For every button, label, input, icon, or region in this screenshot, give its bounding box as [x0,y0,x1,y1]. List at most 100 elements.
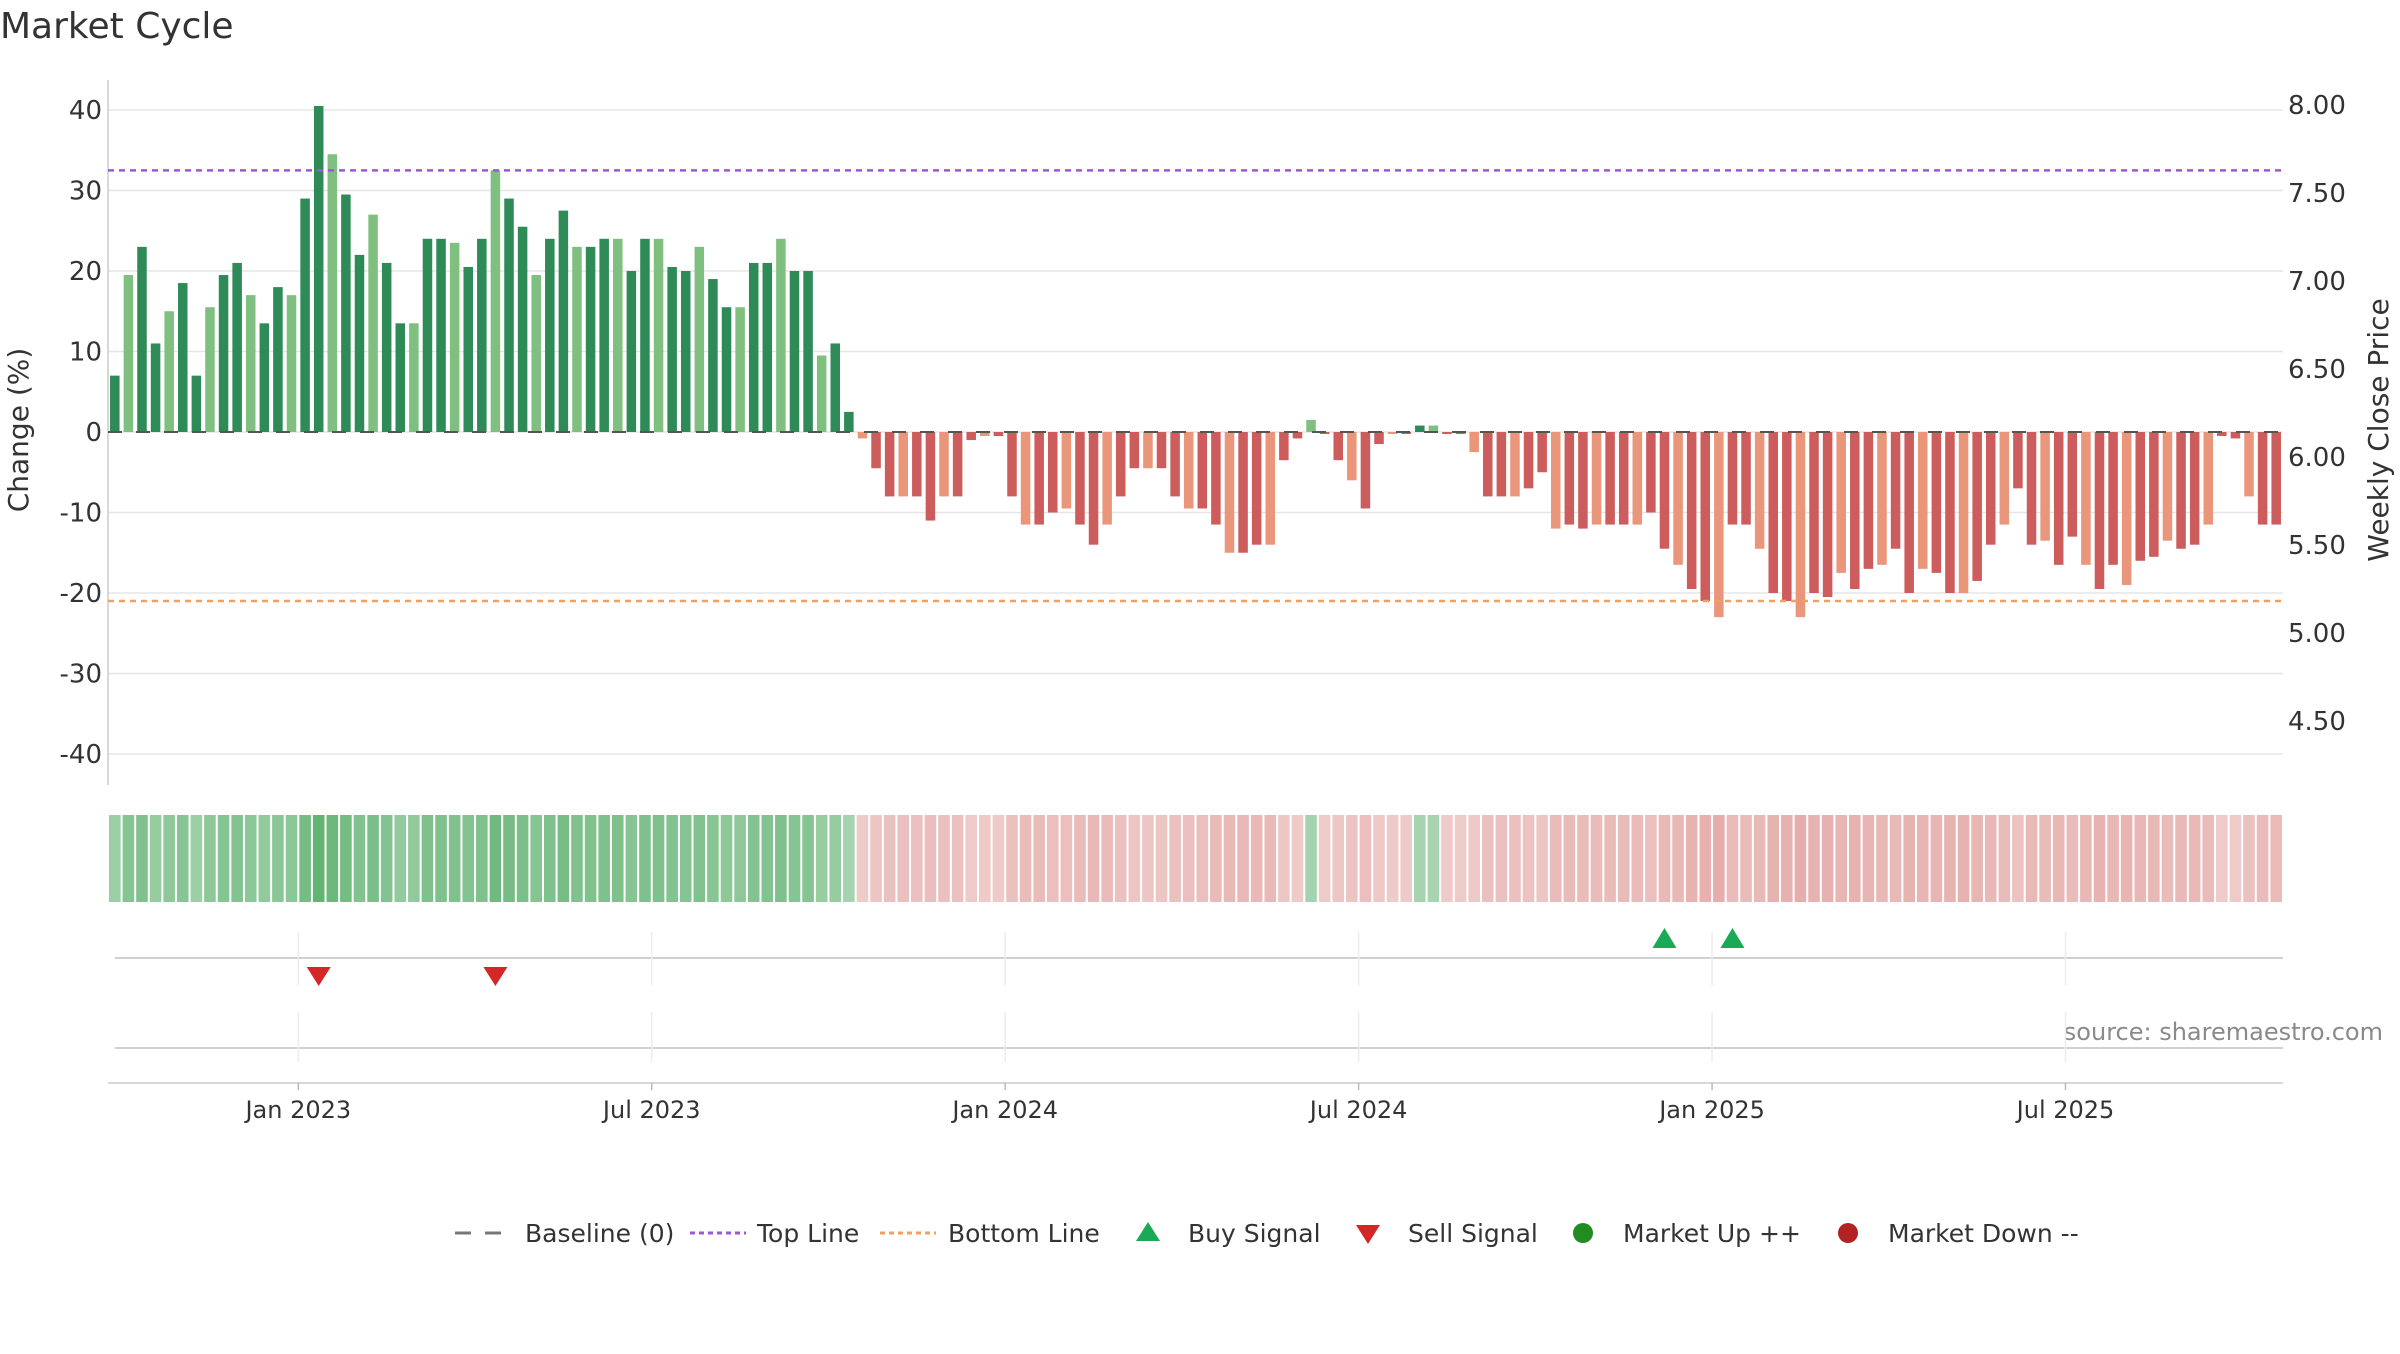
change-bar [1659,432,1670,549]
change-bar [871,432,881,469]
signal-panel [108,928,2283,1084]
change-bar [1306,419,1316,432]
change-bar [1863,432,1874,569]
x-tick-label: Jul 2025 [2015,1096,2115,1124]
change-bar [1931,432,1942,573]
change-bar [2244,432,2254,497]
heat-cell [1631,815,1644,902]
heat-cell [2107,815,2119,902]
heat-cell [788,815,801,902]
heat-cell [1903,815,1915,902]
heat-cell [720,815,733,902]
legend-baseline-label: Baseline (0) [525,1219,674,1248]
heat-cell [448,815,461,902]
heat-cell [938,815,950,902]
heat-cell [1414,815,1426,902]
heat-cell [340,815,352,902]
heat-cell [394,815,407,902]
change-bar [1211,432,1221,525]
change-bar [2149,432,2159,557]
change-bar [545,238,555,432]
change-bar [2108,432,2118,565]
heat-cell [1087,815,1100,902]
y-left-tick-label: 40 [69,96,102,126]
change-bar [857,432,868,439]
heat-cell [1250,815,1263,902]
change-bar [1251,432,1262,545]
legend-bottom-line-label: Bottom Line [948,1219,1100,1248]
change-bar [164,311,174,432]
heat-cell [1019,815,1032,902]
change-bar [1415,425,1425,432]
change-bar [1238,432,1248,553]
heat-cell [707,815,719,902]
heat-cell [1781,815,1793,902]
change-bar [1904,432,1914,593]
heat-cell [353,815,366,902]
change-bar [762,262,773,432]
change-bar [1387,432,1398,434]
heat-cell [1264,815,1277,902]
heat-cell [2120,815,2133,902]
change-bar [245,295,256,432]
heat-cell [1101,815,1113,902]
change-bar [1333,432,1343,461]
change-bar [123,275,134,432]
change-bar [1958,432,1969,593]
change-bar [626,271,637,432]
heat-cell [2066,815,2079,902]
change-bar [1347,432,1357,481]
change-bar [1224,432,1235,553]
heat-cell [1427,815,1440,902]
heat-cell [1808,815,1820,902]
change-bar [2121,432,2132,585]
y-left-tick-label: -30 [60,660,102,690]
change-bar [1102,432,1112,525]
heat-cell [2270,815,2282,902]
y-right-tick-label: 6.50 [2288,355,2346,385]
heat-cell [897,815,910,902]
change-bar [980,432,990,437]
heat-cell [1346,815,1358,902]
change-bar [1279,432,1289,461]
heat-cell [272,815,284,902]
change-bar [1428,425,1439,432]
change-bar [653,238,664,432]
change-bar [558,210,569,432]
change-bar [816,355,827,432]
heat-cell [1074,815,1086,902]
change-bar [708,279,718,432]
change-bar [1483,432,1493,497]
heat-cell [679,815,692,902]
change-bar [2013,432,2023,489]
heat-cell [1699,815,1712,902]
y-axis-left-label: Change (%) [2,348,35,513]
heat-cell [1128,815,1141,902]
heat-cell [557,815,570,902]
heat-cell [1672,815,1684,902]
change-bar [640,238,650,432]
heat-cell [2025,815,2038,902]
heat-cell [1658,815,1671,902]
heat-cell [1862,815,1875,902]
heat-cell [883,815,896,902]
heat-cell [625,815,638,902]
change-bar [1605,432,1615,525]
change-bar [966,432,976,441]
heat-cell [965,815,977,902]
legend-buy-signal-label: Buy Signal [1188,1219,1321,1248]
heat-cell [2229,815,2242,902]
cycle-heat-strip [109,815,2282,902]
change-bar [1999,432,2010,525]
heat-cell [1006,815,1018,902]
change-bar [137,246,147,432]
heat-cell [149,815,162,902]
heat-cell [870,815,882,902]
change-bar [2257,432,2268,525]
change-bar [1360,432,1371,509]
legend-buy-signal-swatch [1136,1222,1160,1241]
heat-cell [312,815,325,902]
heat-cell [1549,815,1562,902]
change-bar [1088,432,1099,545]
change-bar [572,246,582,432]
